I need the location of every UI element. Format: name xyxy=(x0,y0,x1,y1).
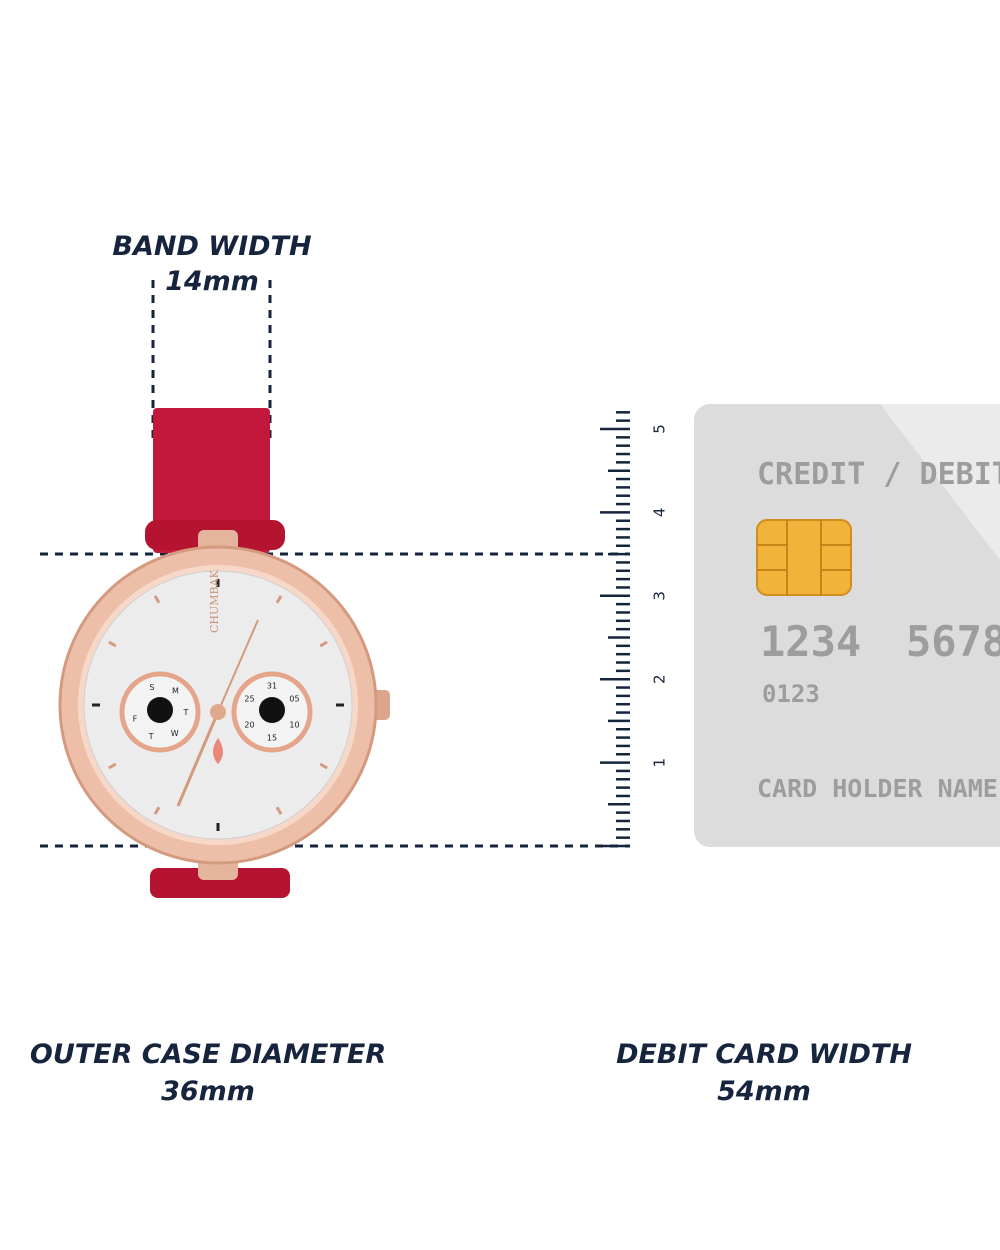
eye xyxy=(147,697,173,723)
card xyxy=(694,404,1000,847)
card-holder: CARD HOLDER NAME xyxy=(757,774,998,803)
heading: BAND WIDTH xyxy=(112,231,312,262)
day-label: S xyxy=(149,683,154,692)
hour-marker xyxy=(153,595,161,604)
ruler xyxy=(600,411,630,848)
strap-top xyxy=(153,408,270,553)
heading: OUTER CASE DIAMETER xyxy=(30,1039,386,1070)
strap-bottom xyxy=(150,868,290,898)
day-label: T xyxy=(148,732,154,741)
date-label: 25 xyxy=(244,695,254,704)
hour-marker xyxy=(275,595,283,604)
brand: CHUMBAK xyxy=(208,569,221,633)
eye xyxy=(259,697,285,723)
hour-marker xyxy=(319,640,328,648)
chip xyxy=(756,519,852,596)
day-label: F xyxy=(133,714,138,723)
card-number: 5678 xyxy=(906,617,1000,666)
hour-marker xyxy=(108,762,117,770)
heading-value: 54mm xyxy=(717,1076,811,1107)
card-shine xyxy=(880,404,1000,560)
date-label: 05 xyxy=(289,695,299,704)
hand-pin xyxy=(210,704,226,720)
ruler-label: 3 xyxy=(651,591,669,601)
card-number: 1234 xyxy=(760,617,861,666)
day-label: W xyxy=(171,729,179,738)
day-label: T xyxy=(183,708,189,717)
ruler-label: 2 xyxy=(651,674,669,684)
card-code: 0123 xyxy=(762,680,820,708)
ruler-label: 4 xyxy=(651,508,669,518)
hour-marker xyxy=(319,762,328,770)
date-label: 15 xyxy=(267,734,277,743)
heading: DEBIT CARD WIDTH xyxy=(616,1039,912,1070)
ruler-label: 1 xyxy=(651,758,669,768)
card-title: CREDIT / DEBIT CARD xyxy=(757,457,1000,492)
hand xyxy=(217,619,259,713)
hour-marker xyxy=(108,640,117,648)
hour-marker xyxy=(275,806,283,815)
date-label: 10 xyxy=(289,721,299,730)
date-label: 20 xyxy=(244,721,254,730)
heading-value: 14mm xyxy=(165,266,259,297)
day-label: M xyxy=(172,687,179,696)
hand xyxy=(176,711,220,807)
dial-markers xyxy=(92,579,344,831)
date-label: 31 xyxy=(267,682,277,691)
chip-lines xyxy=(757,520,851,595)
hour-marker xyxy=(153,806,161,815)
ruler-label: 5 xyxy=(651,424,669,434)
heading-value: 36mm xyxy=(161,1076,255,1107)
beak xyxy=(213,738,223,764)
